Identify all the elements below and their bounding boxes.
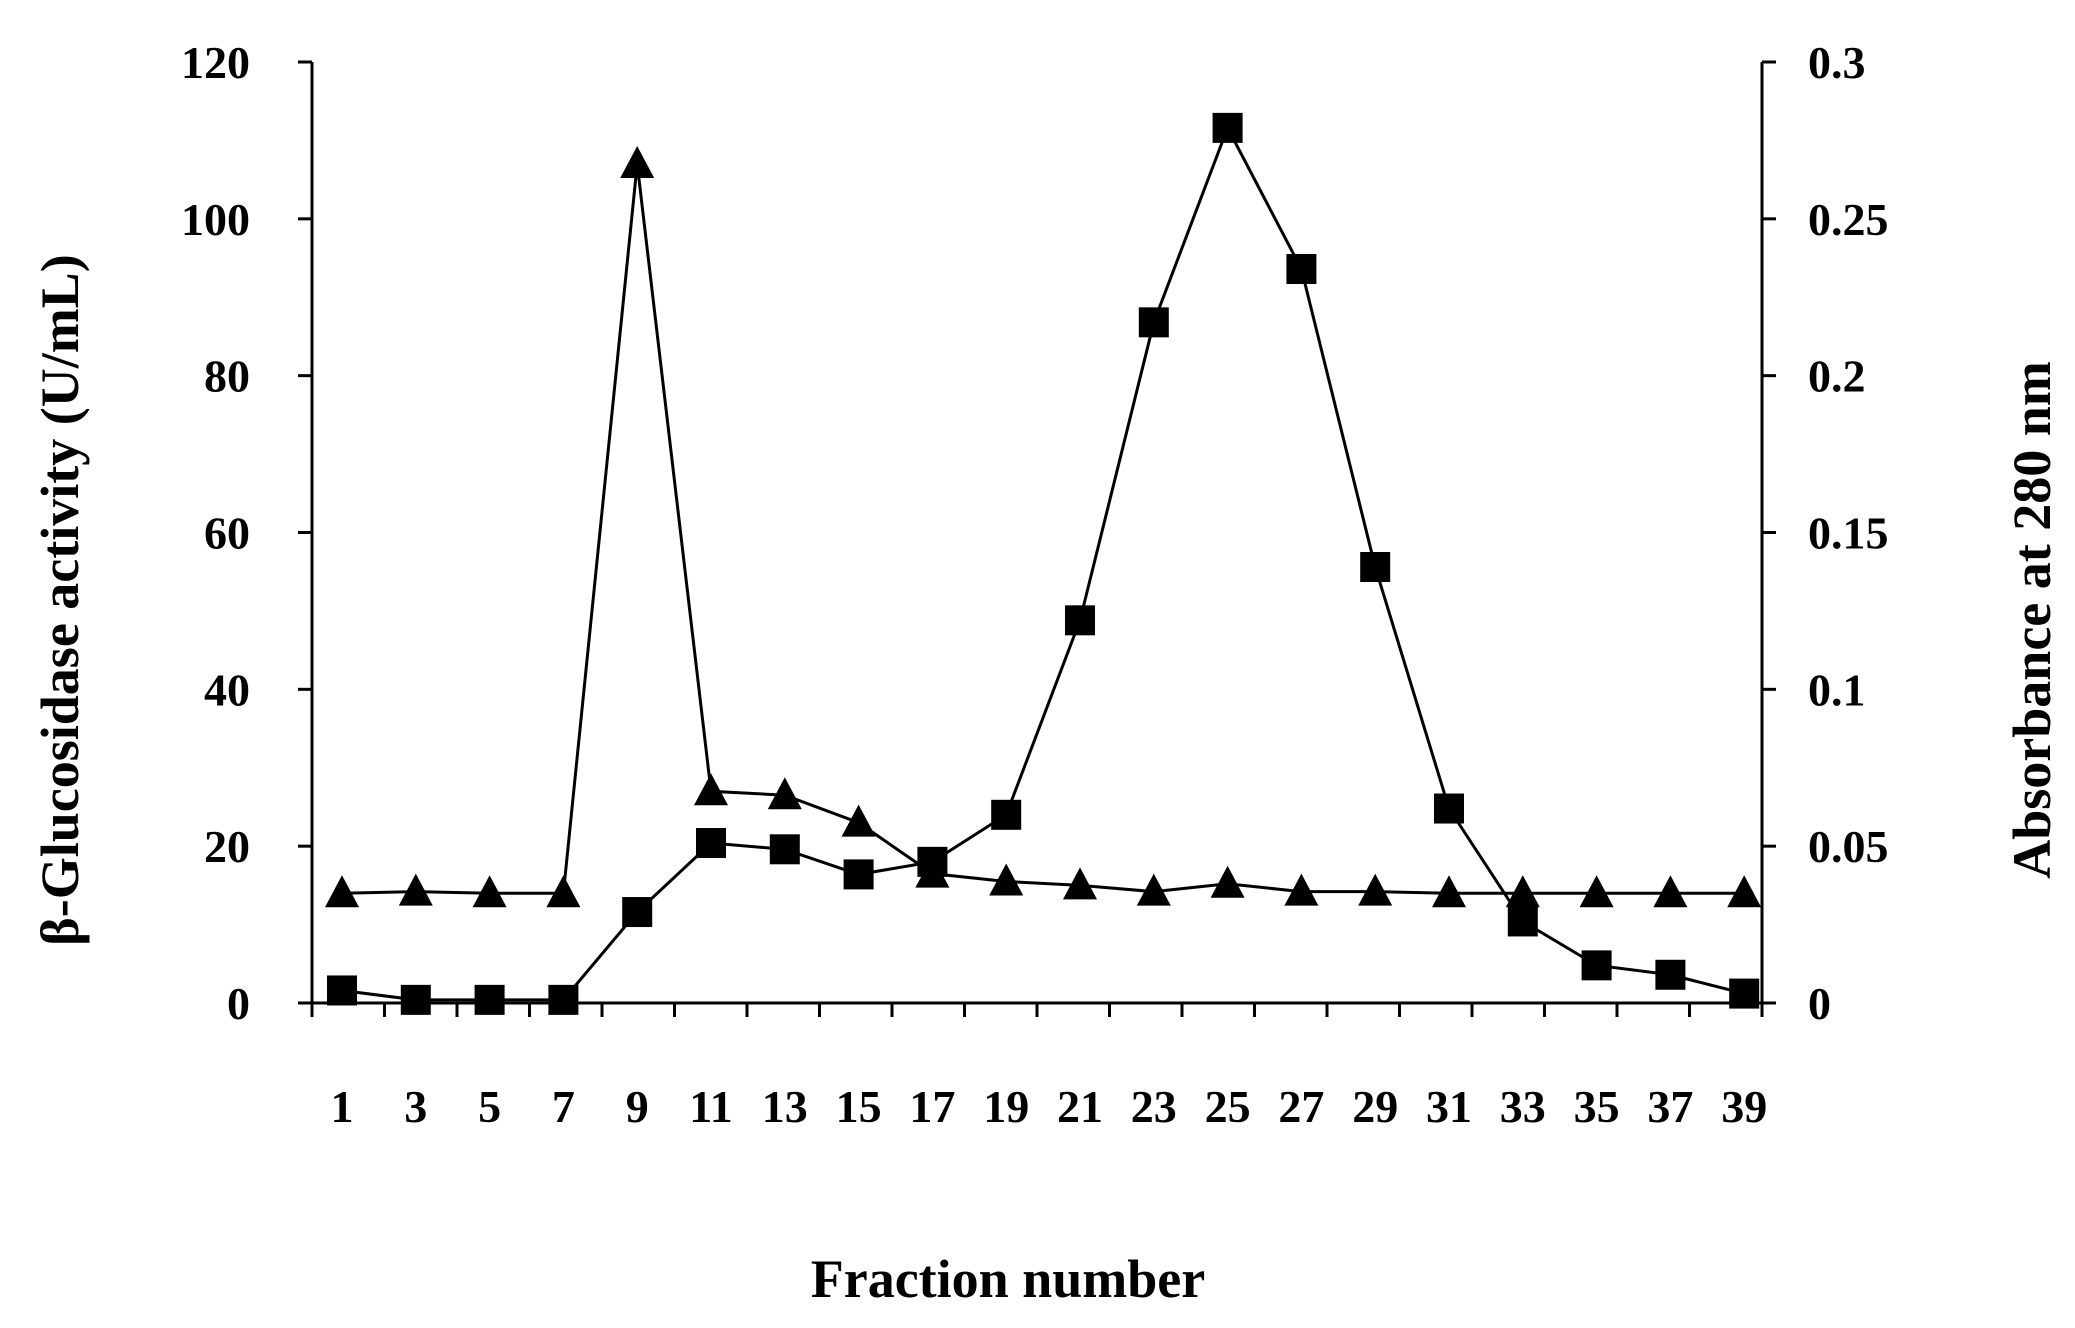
x-tick-label: 35 xyxy=(1574,1081,1620,1132)
x-tick-label: 5 xyxy=(478,1081,501,1132)
data-point-square xyxy=(1434,793,1464,824)
data-point-triangle xyxy=(472,875,507,908)
right-y-axis-title: Absorbance at 280 nm xyxy=(2002,361,2062,879)
data-point-square xyxy=(917,846,948,877)
right-y-tick-label: 0.1 xyxy=(1808,664,1866,715)
x-tick-label: 39 xyxy=(1721,1081,1767,1132)
x-tick-label: 29 xyxy=(1352,1081,1398,1132)
x-tick-label: 11 xyxy=(689,1081,732,1132)
x-tick-label: 1 xyxy=(331,1081,354,1132)
data-point-square xyxy=(400,984,431,1015)
data-point-square xyxy=(1507,906,1538,937)
data-point-triangle xyxy=(620,145,655,178)
series-line-square xyxy=(341,124,1745,1002)
x-tick-label: 31 xyxy=(1426,1081,1472,1132)
x-tick-label: 37 xyxy=(1647,1081,1693,1132)
data-point-triangle xyxy=(1210,865,1245,898)
x-tick-label: 9 xyxy=(626,1081,649,1132)
left-y-tick-label: 80 xyxy=(204,351,250,402)
x-tick-label: 7 xyxy=(552,1081,575,1132)
data-point-square xyxy=(622,897,653,928)
series-layer xyxy=(325,112,1762,1015)
right-y-tick-label: 0.05 xyxy=(1808,821,1889,872)
x-tick-label: 23 xyxy=(1131,1081,1177,1132)
data-point-triangle xyxy=(398,873,433,906)
right-y-tick-label: 0.25 xyxy=(1808,194,1889,245)
data-point-triangle xyxy=(1063,867,1097,900)
data-point-triangle xyxy=(325,875,359,908)
data-point-triangle xyxy=(767,777,802,810)
left-y-tick-label: 20 xyxy=(204,821,250,872)
data-point-square xyxy=(1581,950,1612,981)
data-point-square xyxy=(991,799,1022,830)
right-y-tick-label: 0.3 xyxy=(1808,37,1866,88)
series-square xyxy=(327,112,1760,1015)
series-line-triangle xyxy=(341,163,1745,895)
left-y-axis-title: β-Glucosidase activity (U/mL) xyxy=(30,254,90,945)
axes xyxy=(298,60,1776,1017)
data-point-square xyxy=(548,984,579,1015)
data-point-triangle xyxy=(1136,873,1171,906)
x-tick-label: 21 xyxy=(1057,1081,1103,1132)
data-point-square xyxy=(1729,978,1760,1009)
x-tick-label: 15 xyxy=(836,1081,882,1132)
left-y-tick-label: 120 xyxy=(181,37,250,88)
right-y-tick-label: 0.15 xyxy=(1808,508,1889,559)
data-point-square xyxy=(1655,959,1686,990)
right-y-tick-label: 0 xyxy=(1808,978,1831,1029)
x-tick-label: 19 xyxy=(983,1081,1029,1132)
data-point-triangle xyxy=(1727,875,1762,908)
data-point-triangle xyxy=(1284,873,1319,906)
x-tick-label: 17 xyxy=(909,1081,955,1132)
data-point-square xyxy=(474,984,505,1015)
data-point-triangle xyxy=(1579,875,1614,908)
data-point-triangle xyxy=(1653,875,1688,908)
data-point-triangle xyxy=(546,875,581,908)
x-tick-label: 25 xyxy=(1205,1081,1251,1132)
data-point-square xyxy=(843,859,874,890)
data-point-square xyxy=(1360,552,1391,583)
data-point-triangle xyxy=(1432,875,1466,908)
data-point-triangle xyxy=(1358,873,1393,906)
data-point-square xyxy=(1212,112,1243,143)
left-y-tick-label: 60 xyxy=(204,508,250,559)
data-point-triangle xyxy=(841,804,876,837)
data-point-triangle xyxy=(694,773,728,806)
x-tick-label: 13 xyxy=(762,1081,808,1132)
x-tick-label: 27 xyxy=(1278,1081,1324,1132)
data-point-triangle xyxy=(1505,875,1540,908)
left-y-tick-label: 0 xyxy=(227,978,250,1029)
right-y-tick-label: 0.2 xyxy=(1808,351,1866,402)
data-point-square xyxy=(696,828,726,859)
x-tick-label: 3 xyxy=(404,1081,427,1132)
data-point-triangle xyxy=(989,863,1024,896)
series-triangle xyxy=(325,145,1762,908)
data-point-square xyxy=(327,975,357,1006)
data-point-square xyxy=(1286,254,1317,285)
left-y-tick-label: 100 xyxy=(181,194,250,245)
data-point-square xyxy=(1065,605,1095,636)
x-tick-label: 33 xyxy=(1500,1081,1546,1132)
x-axis-title: Fraction number xyxy=(811,1249,1205,1309)
data-point-square xyxy=(1138,307,1169,338)
left-y-tick-label: 40 xyxy=(204,664,250,715)
data-point-square xyxy=(769,834,800,865)
